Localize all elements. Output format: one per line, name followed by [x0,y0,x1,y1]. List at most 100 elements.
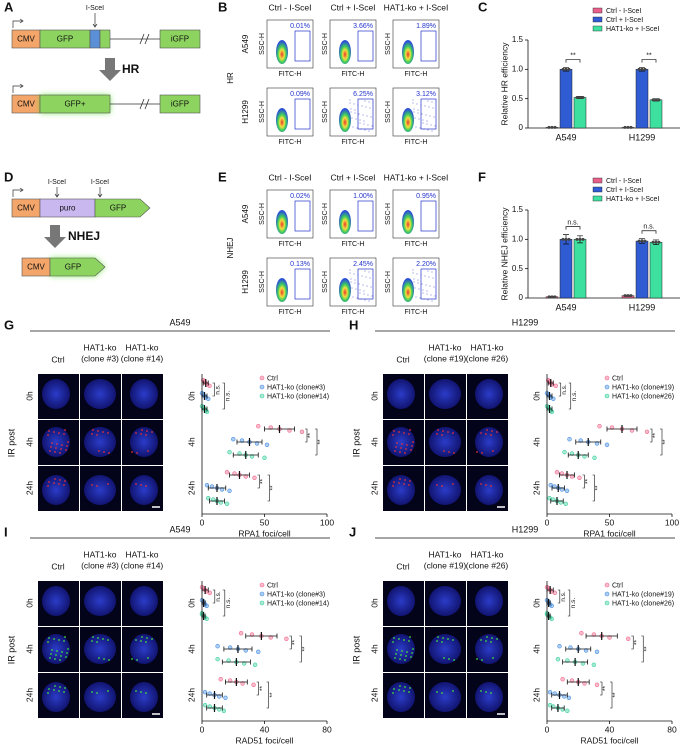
data-point [239,438,245,443]
event-dot [421,113,423,115]
event-dot [431,101,433,103]
axis-label: SSC-H [385,101,392,123]
focus [406,651,408,653]
construct-label: GFP [57,35,73,44]
replicate-dot [637,67,641,71]
focus [96,434,98,436]
nucleus [42,475,70,505]
focus [394,657,396,659]
nucleus [84,682,116,712]
significance-label: ** [633,640,640,646]
y-tick-label: 1.5 [512,205,524,214]
gate-percent: 1.89% [416,23,436,30]
axis-label: SSC-H [259,271,266,293]
focus [447,431,449,433]
row-label: H1299 [241,100,250,124]
legend-label: HAT1-ko + I-SceI [606,26,659,33]
event-dot [427,299,429,301]
event-dot [412,99,414,101]
focus [410,449,412,451]
event-dot [371,295,373,297]
focus [58,639,60,641]
focus [490,692,492,694]
focus [51,649,53,651]
data-point [607,635,612,640]
cell-population [276,40,288,64]
significance-label: ** [269,692,276,698]
row-label: 0h [369,598,379,608]
focus [67,441,69,443]
x-tick-label: 0 [545,724,550,734]
event-dot [414,117,416,119]
data-point [241,661,247,666]
data-point [252,475,257,480]
construct-label: CMV [17,204,35,213]
construct-box [49,257,106,277]
focus [63,484,65,486]
y-axis-label: Relative NHEJ efficiency [499,207,509,301]
replicate-dot [651,240,655,244]
bar [649,242,663,299]
bar [559,69,573,129]
panel-title: A549 [169,317,190,327]
x-tick-label: 50 [605,517,615,527]
x-tick-label: H1299 [629,302,656,312]
site-box [89,29,101,49]
event-dot [349,269,351,271]
event-dot [366,285,368,287]
focus [58,690,60,692]
event-dot [361,275,363,277]
focus [61,651,63,653]
nucleus [387,475,415,505]
event-dot [432,277,434,279]
data-point [568,645,573,650]
nucleus [429,427,461,457]
y-tick-label: 1.0 [512,234,524,243]
focus [398,431,400,433]
focus [140,433,142,435]
column-header: Ctrl + I-SceI [330,2,375,12]
legend-label: HAT1-ko + I-SceI [606,196,659,203]
significance-bracket [631,635,634,650]
focus [448,658,450,660]
data-point [569,678,575,683]
event-dot [354,279,356,281]
column-header: HAT1-ko [471,342,504,352]
site-arrow [97,187,103,198]
flow-plot [392,189,440,239]
data-point [582,454,587,459]
nucleus [387,682,415,712]
significance-label: ** [302,646,309,652]
focus [406,444,408,446]
data-point [249,632,255,637]
column-header: (clone #3) [81,560,119,570]
focus [91,484,93,486]
focus [140,484,142,486]
focus [437,429,439,431]
data-point [204,616,209,621]
significance-bracket [299,635,302,663]
data-point [256,424,261,429]
event-dot [358,283,360,285]
data-point [227,450,232,455]
focus [448,451,450,453]
x-axis-label: RAD51 foci/cell [580,735,638,745]
event-dot [433,116,435,118]
focus [64,636,66,638]
significance-bracket [641,59,657,63]
focus [492,657,494,659]
focus [56,650,58,652]
row-label: 0h [369,391,379,401]
axis-label: SSC-H [385,33,392,55]
nucleus [429,682,461,712]
focus [480,483,482,485]
process-label: NHEJ [68,229,100,243]
focus [107,690,109,692]
event-dot [367,124,369,126]
legend-label: Ctrl [612,582,623,589]
event-dot [422,119,424,121]
event-dot [364,100,366,102]
panel-label: G [4,317,14,332]
flow-plot [329,257,377,307]
data-point [557,643,562,649]
